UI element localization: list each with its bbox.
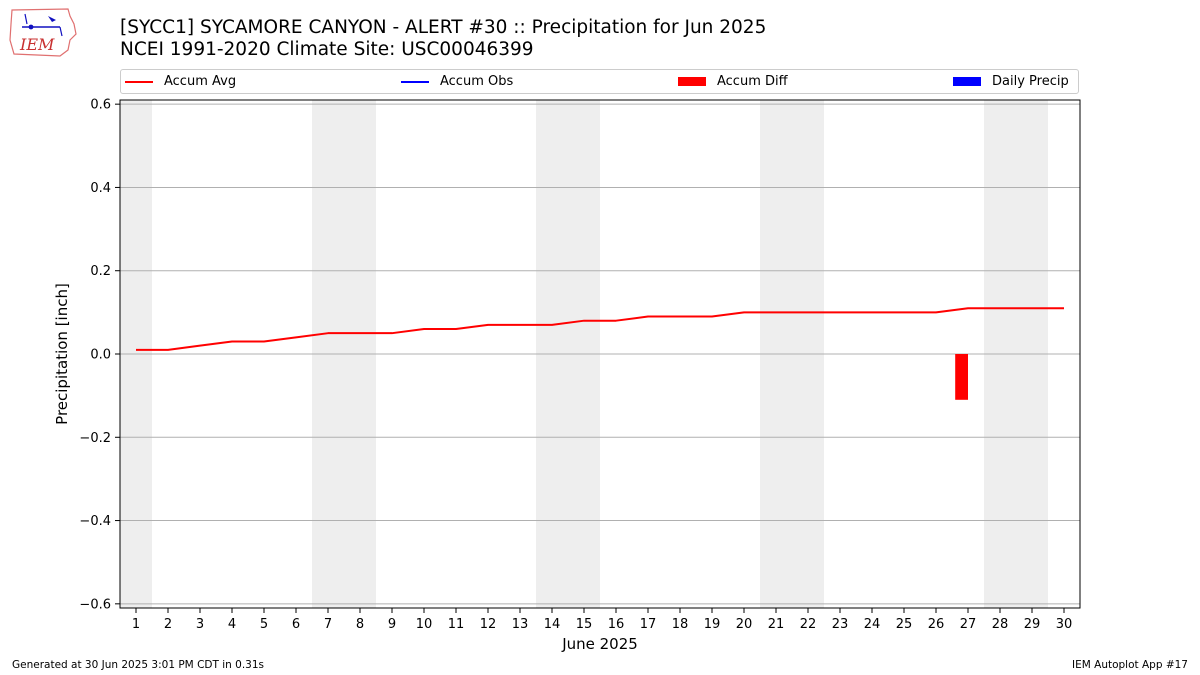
legend-label-accum-diff: Accum Diff: [717, 74, 788, 89]
x-tick-label: 11: [448, 617, 465, 632]
y-axis-label: Precipitation [inch]: [53, 283, 71, 425]
chart-title-line2: NCEI 1991-2020 Climate Site: USC00046399: [120, 39, 534, 60]
x-tick-label: 12: [480, 617, 497, 632]
x-tick-label: 22: [800, 617, 817, 632]
y-tick-label: −0.6: [79, 597, 111, 612]
y-tick-label: 0.2: [90, 264, 111, 279]
y-tick-label: 0.4: [90, 181, 111, 196]
x-tick-label: 18: [672, 617, 689, 632]
x-tick-label: 29: [1024, 617, 1041, 632]
x-tick-label: 9: [388, 617, 396, 632]
x-tick-label: 30: [1056, 617, 1073, 632]
legend-label-daily-precip: Daily Precip: [992, 74, 1069, 89]
y-tick-label: 0.6: [90, 98, 111, 113]
chart-title: [SYCC1] SYCAMORE CANYON - ALERT #30 :: P…: [120, 17, 766, 61]
x-tick-label: 4: [228, 617, 236, 632]
x-tick-label: 13: [512, 617, 529, 632]
y-tick-label: −0.4: [79, 514, 111, 529]
x-tick-label: 10: [416, 617, 433, 632]
x-tick-label: 17: [640, 617, 657, 632]
accum-diff-bar: [955, 354, 968, 400]
x-tick-label: 14: [544, 617, 561, 632]
x-tick-label: 20: [736, 617, 753, 632]
x-axis-label: June 2025: [561, 635, 638, 653]
legend-label-accum-avg: Accum Avg: [164, 74, 237, 89]
x-tick-label: 7: [324, 617, 332, 632]
x-tick-label: 15: [576, 617, 593, 632]
iem-logo-text: IEM: [19, 35, 55, 54]
legend-swatch-accum-obs: [401, 81, 429, 83]
x-tick-label: 19: [704, 617, 721, 632]
x-tick-label: 23: [832, 617, 849, 632]
x-tick-label: 27: [960, 617, 977, 632]
x-tick-label: 5: [260, 617, 268, 632]
legend-label-accum-obs: Accum Obs: [440, 74, 514, 89]
iem-logo: IEM: [8, 6, 80, 60]
x-tick-label: 3: [196, 617, 204, 632]
accum-avg-line: [136, 307, 1064, 351]
iem-logo-icon: IEM: [9, 8, 77, 57]
legend-swatch-accum-diff: [678, 77, 706, 86]
legend-swatch-daily-precip: [953, 77, 981, 86]
x-tick-label: 16: [608, 617, 625, 632]
x-tick-label: 8: [356, 617, 364, 632]
x-tick-label: 21: [768, 617, 785, 632]
x-tick-label: 28: [992, 617, 1009, 632]
y-tick-label: 0.0: [90, 348, 111, 363]
x-tick-label: 2: [164, 617, 172, 632]
x-tick-label: 26: [928, 617, 945, 632]
legend-swatch-accum-avg: [125, 81, 153, 83]
chart-title-line1: [SYCC1] SYCAMORE CANYON - ALERT #30 :: P…: [120, 17, 767, 38]
app-credit: IEM Autoplot App #17: [1072, 659, 1188, 671]
x-tick-label: 1: [132, 617, 140, 632]
legend: Accum Avg Accum Obs Accum Diff Daily Pre…: [120, 69, 1079, 94]
x-tick-label: 6: [292, 617, 300, 632]
x-tick-label: 24: [864, 617, 881, 632]
y-tick-label: −0.2: [79, 431, 111, 446]
x-tick-label: 25: [896, 617, 913, 632]
generated-timestamp: Generated at 30 Jun 2025 3:01 PM CDT in …: [12, 659, 265, 671]
